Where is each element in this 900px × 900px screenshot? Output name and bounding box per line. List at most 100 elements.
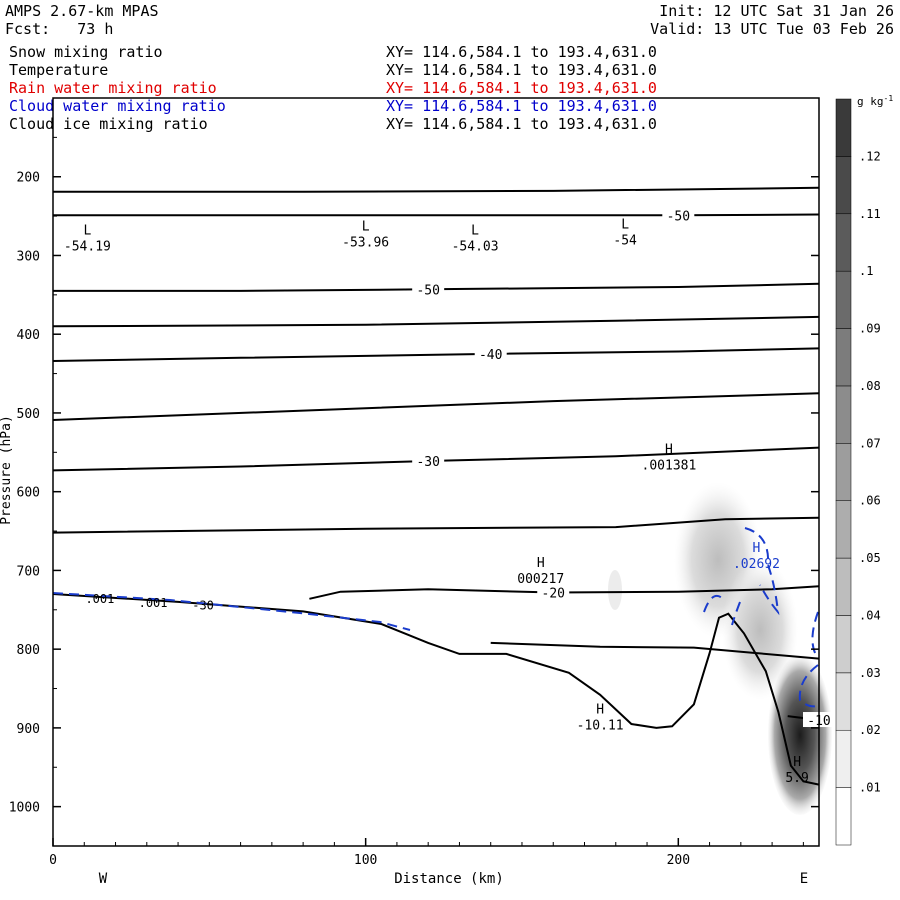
colorbar-segment: [835, 787, 852, 846]
colorbar: .01 .02 .03 .04 .05 .06 .07 .08 .09 .1 .11 .12 g kg-…: [835, 94, 893, 846]
axes: 200 300 400 500 600 700 800 900 1000 0 100 200: [9, 136, 819, 868]
isotherm-label-bg: [412, 452, 445, 468]
colorbar-label: .02: [859, 723, 881, 737]
isotherm-label-bg: [537, 584, 570, 600]
field-name-temperature: Temperature: [9, 61, 109, 79]
field-xy-cloud-ice: XY= 114.6,584.1 to 193.4,631.0: [386, 115, 657, 133]
extremum-value: 000217: [517, 572, 564, 587]
terrain-line: [52, 593, 820, 786]
y-tick-label: 300: [17, 249, 40, 264]
y-tick-label: 200: [17, 171, 40, 186]
colorbar-segment: [835, 385, 852, 444]
isotherm-line: [52, 315, 820, 328]
field-xy-temperature: XY= 114.6,584.1 to 193.4,631.0: [386, 61, 657, 79]
isotherm-label-bg: [662, 207, 695, 223]
extremum-letter: L: [621, 217, 629, 232]
valid-time: Valid: 13 UTC Tue 03 Feb 26: [650, 20, 894, 38]
model-title: AMPS 2.67-km MPAS: [5, 2, 159, 20]
y-tick-label: 700: [17, 564, 40, 579]
snow-shading-core: [768, 655, 832, 815]
isotherm-label: -50: [667, 209, 690, 224]
colorbar-unit-exponent: -1: [884, 94, 894, 103]
y-tick-label: 600: [17, 486, 40, 501]
x-axis-title: Distance (km): [394, 871, 504, 887]
extremum-letter: H: [596, 702, 604, 717]
colorbar-label: .1: [859, 264, 873, 278]
extremum-letter: H: [537, 556, 545, 571]
extremum-letter: H: [793, 755, 801, 770]
isotherm-line: [52, 516, 820, 534]
colorbar-segment: [835, 270, 852, 329]
near-surface-label: .001: [85, 592, 114, 606]
colorbar-segment: [835, 729, 852, 788]
colorbar-segment: [835, 213, 852, 272]
colorbar-segment: [835, 443, 852, 501]
extremum-value: -53.96: [342, 236, 389, 251]
isotherm-label-bg: [474, 345, 507, 361]
snow-shading-small: [608, 570, 622, 610]
isotherm-label-bg: [412, 281, 445, 297]
cloud-water-extremum-letter: H: [753, 541, 761, 556]
extremum-value: 5.9: [785, 771, 808, 786]
isotherm-label: -50: [416, 283, 439, 298]
colorbar-segment: [835, 500, 852, 559]
isotherm-line: [53, 213, 820, 217]
colorbar-unit: g kg-1: [857, 94, 893, 108]
isotherm-label: -30: [416, 455, 439, 470]
near-surface-label: -30: [192, 598, 214, 612]
cloud-water-extremum-value: .02692: [733, 557, 780, 572]
field-name-cloud-ice: Cloud ice mixing ratio: [9, 115, 208, 133]
colorbar-label: .08: [859, 379, 881, 393]
colorbar-label: .06: [859, 494, 881, 508]
colorbar-segment: [835, 615, 852, 674]
cloud-water-surface-line: [52, 592, 411, 631]
near-surface-label: .001: [139, 596, 168, 610]
cloud-water-loop-east: [798, 611, 819, 708]
x-tick-label: 100: [354, 853, 377, 868]
extremum-letter: H: [665, 443, 673, 458]
extremum-letter: L: [362, 220, 370, 235]
terrain: [52, 593, 820, 786]
colorbar-segment: [835, 156, 852, 215]
extremum-letter: L: [471, 224, 479, 239]
isotherm-line: [52, 392, 820, 421]
colorbar-label: .07: [859, 436, 881, 450]
isotherm-line: [490, 641, 820, 660]
x-tick-label: 200: [667, 853, 690, 868]
field-xy-cloud-water: XY= 114.6,584.1 to 193.4,631.0: [386, 97, 657, 115]
field-xy-rain: XY= 114.6,584.1 to 193.4,631.0: [386, 79, 657, 97]
colorbar-label: .04: [859, 608, 881, 622]
colorbar-label: .12: [859, 149, 881, 163]
extremum-value: .001381: [642, 459, 697, 474]
y-tick-label: 500: [17, 407, 40, 422]
colorbar-label: .01: [859, 781, 881, 795]
colorbar-segment: [835, 328, 852, 387]
cloud-water-contours: [52, 527, 819, 708]
colorbar-segment: [835, 672, 852, 731]
extremum-value: -54.03: [452, 240, 499, 255]
forecast-hour: Fcst: 73 h: [5, 20, 114, 38]
snow-shading-upper: [722, 560, 798, 700]
isotherm-line: [52, 347, 820, 362]
y-axis-title: Pressure (hPa): [0, 415, 14, 525]
extremum-value: -54: [613, 233, 637, 248]
colorbar-label: .09: [859, 322, 881, 336]
colorbar-label: .03: [859, 666, 881, 680]
colorbar-segment: [835, 98, 852, 157]
contour-labels: L-54.19L-53.96L-54.03L-54H.001381H000217…: [64, 217, 809, 786]
extremum-letter: L: [83, 224, 91, 239]
west-label: W: [99, 871, 108, 887]
extremum-value: -54.19: [64, 240, 111, 255]
isotherm-label: -20: [542, 586, 565, 601]
plot-frame: [52, 97, 820, 847]
extremum-value: -10.11: [577, 718, 624, 733]
cloud-water-loop-lower: [703, 594, 741, 626]
cloud-water-loop-upper: [744, 527, 780, 616]
y-tick-label: 1000: [9, 801, 40, 816]
y-tick-label: 800: [17, 643, 40, 658]
field-name-cloud-water: Cloud water mixing ratio: [9, 97, 226, 115]
field-name-snow: Snow mixing ratio: [9, 43, 163, 61]
colorbar-label: .11: [859, 207, 881, 221]
colorbar-segment: [835, 557, 852, 616]
